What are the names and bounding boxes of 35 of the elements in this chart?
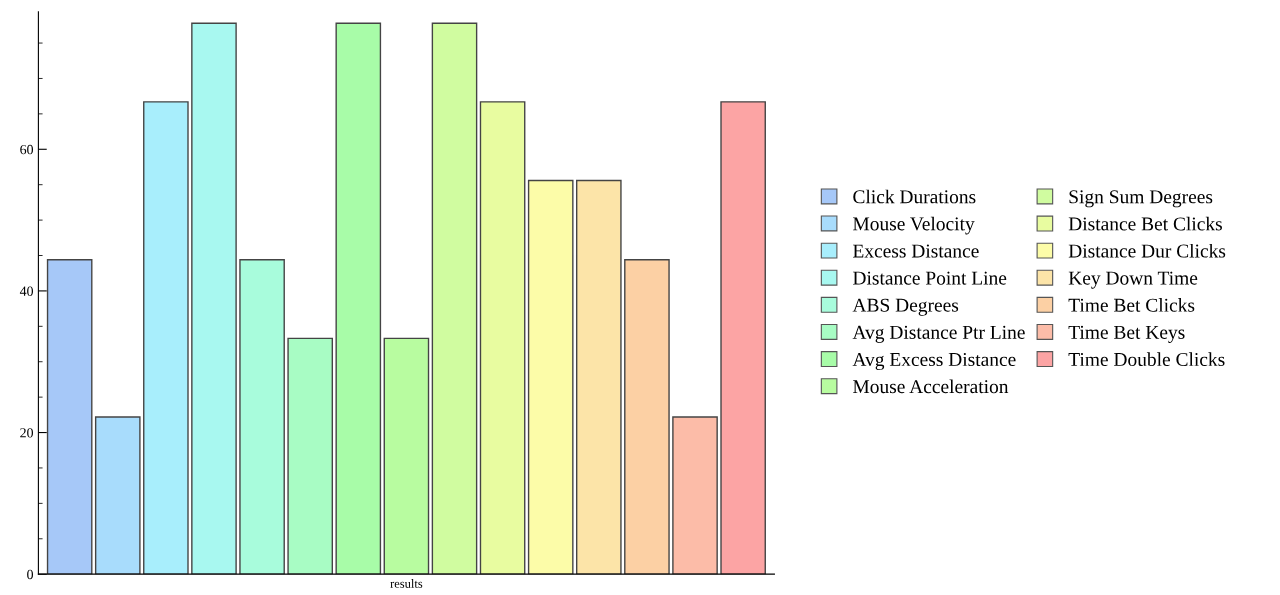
legend-label: ABS Degrees [852, 298, 959, 316]
bar [143, 101, 189, 575]
y-tick-label: 20 [20, 428, 34, 438]
bar [479, 101, 526, 575]
legend-label: Mouse Acceleration [853, 379, 1009, 394]
bar [287, 337, 334, 575]
bar [191, 22, 237, 575]
bar [46, 259, 93, 575]
legend-label: Distance Point Line [853, 271, 1007, 285]
legend-label: Avg Excess Distance [852, 352, 1016, 371]
legend-label: Distance Dur Clicks [1068, 243, 1226, 258]
y-tick-label: 60 [20, 144, 34, 155]
legend-label: Time Bet Clicks [1068, 298, 1195, 312]
legend-label: Distance Bet Clicks [1068, 216, 1222, 231]
bar [335, 22, 382, 575]
legend-label: Time Double Clicks [1068, 352, 1225, 367]
y-tick-label: 40 [19, 286, 34, 296]
legend-label: Mouse Velocity [853, 216, 975, 235]
legend-label: Key Down Time [1068, 271, 1198, 289]
legend-label: Excess Distance [853, 244, 979, 258]
bar [527, 179, 574, 575]
bar [720, 101, 766, 575]
legend-label: Time Bet Keys [1068, 325, 1185, 343]
bar [383, 337, 430, 575]
y-tick-label: 0 [27, 569, 34, 580]
bar [239, 259, 285, 575]
legend-label: Click Durations [853, 189, 976, 204]
bar [575, 179, 622, 575]
bar [94, 416, 141, 575]
x-tick-label: results [390, 579, 423, 588]
legend-label: Avg Distance Ptr Line [852, 325, 1025, 343]
legend-label: Sign Sum Degrees [1069, 190, 1213, 208]
bar [624, 259, 670, 575]
bar [431, 22, 478, 575]
bar [672, 416, 718, 575]
